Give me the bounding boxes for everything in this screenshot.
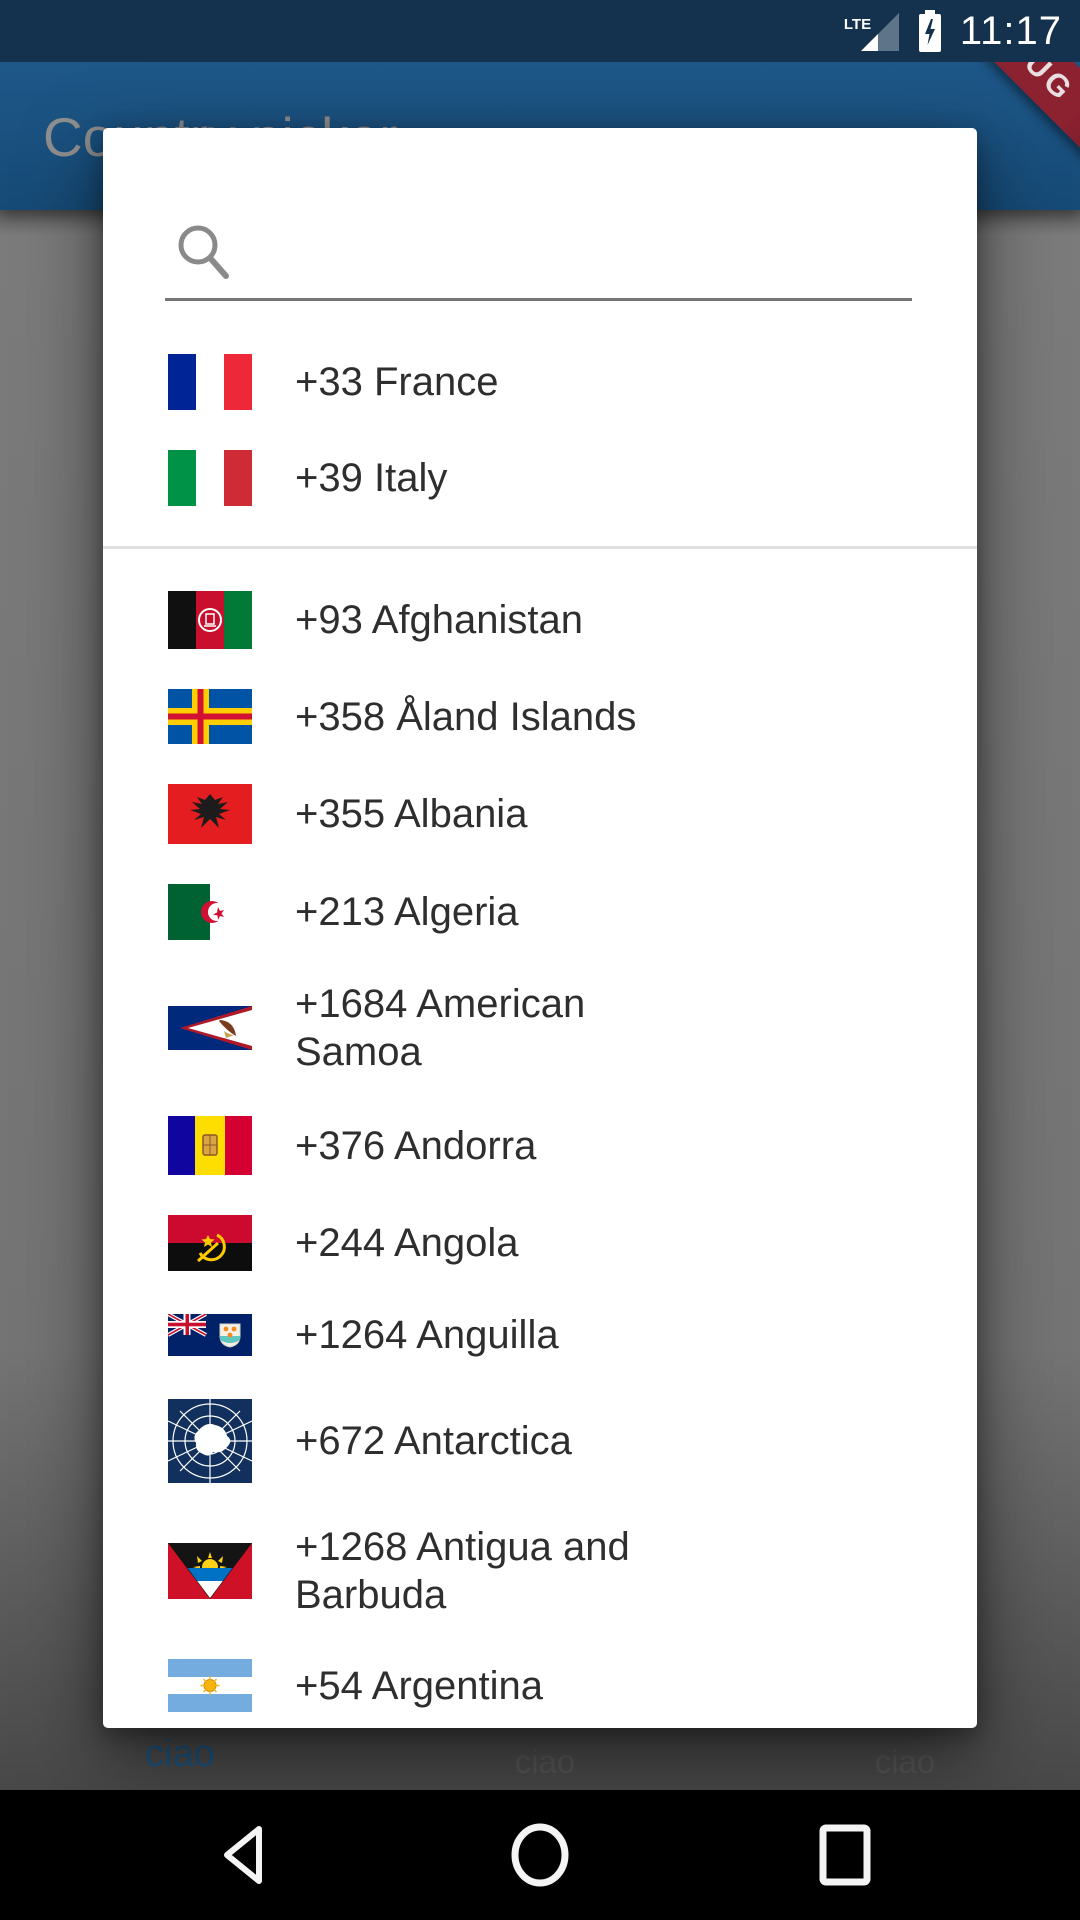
country-label: +672 Antarctica — [295, 1419, 572, 1463]
favorites-section: +33 France +39 Italy — [168, 354, 977, 506]
favorites-divider — [103, 546, 977, 549]
countries-section: +93 Afghanistan +358 Åland Islands +355 Al… — [168, 591, 977, 1712]
flag-dz-icon — [168, 884, 252, 940]
status-bar: LTE 11:17 — [0, 0, 1080, 62]
flag-ar-icon — [168, 1659, 252, 1712]
android-nav-bar — [0, 1790, 1080, 1920]
flag-al-icon — [168, 784, 252, 844]
country-label: +93 Afghanistan — [295, 598, 584, 642]
network-type-label: LTE — [843, 16, 872, 33]
battery-charging-icon — [918, 10, 941, 52]
signal-icon: LTE — [844, 10, 900, 52]
country-label: +39 Italy — [295, 456, 448, 500]
country-row[interactable]: +39 Italy — [168, 450, 977, 506]
tab-1[interactable]: ciao — [514, 1743, 576, 1780]
country-label: +358 Åland Islands — [295, 694, 637, 739]
country-label: +376 Andorra — [295, 1123, 537, 1168]
country-row[interactable]: +244 Angola — [168, 1215, 977, 1271]
country-row[interactable]: +355 Albania — [168, 784, 977, 844]
country-row[interactable]: +358 Åland Islands — [168, 689, 977, 744]
flag-ao-icon — [168, 1215, 252, 1271]
country-row[interactable]: +1268 Antigua and Barbuda — [168, 1523, 977, 1619]
flag-ag-icon — [168, 1543, 252, 1599]
country-label: +33 France — [295, 360, 499, 404]
flag-ax-icon — [168, 689, 252, 744]
flag-fr-icon — [168, 354, 252, 410]
country-label: +244 Angola — [295, 1221, 519, 1265]
country-label: +213 Algeria — [295, 890, 519, 934]
country-row[interactable]: +33 France — [168, 354, 977, 410]
flag-aq-icon — [168, 1399, 252, 1483]
tab-2[interactable]: ciao — [874, 1743, 936, 1780]
search-underline — [165, 298, 912, 301]
country-label: +1264 Anguilla — [295, 1313, 559, 1357]
country-row[interactable]: +213 Algeria — [168, 884, 977, 940]
country-row[interactable]: +376 Andorra — [168, 1116, 977, 1175]
recents-icon[interactable] — [816, 1823, 874, 1887]
country-row[interactable]: +1264 Anguilla — [168, 1311, 977, 1359]
status-icons: LTE 11:17 — [844, 0, 1062, 62]
tab-0[interactable]: ciao — [145, 1733, 215, 1775]
country-row[interactable]: +1684 American Samoa — [168, 980, 977, 1076]
country-list[interactable]: +33 France +39 Italy +93 Afghanistan +358 … — [103, 301, 977, 1728]
flag-ad-icon — [168, 1116, 252, 1175]
flag-af-icon — [168, 591, 252, 649]
country-picker-dialog: +33 France +39 Italy +93 Afghanistan +358 … — [103, 128, 977, 1728]
country-row[interactable]: +54 Argentina — [168, 1659, 977, 1712]
country-label: +355 Albania — [295, 792, 528, 836]
search-input[interactable] — [243, 212, 887, 292]
flag-ai-icon — [168, 1314, 252, 1356]
country-label: +1684 American Samoa — [295, 982, 586, 1074]
flag-as-icon — [168, 1006, 252, 1050]
country-label: +54 Argentina — [295, 1663, 543, 1708]
search-field — [103, 128, 977, 301]
search-icon — [178, 225, 229, 279]
clock: 11:17 — [959, 8, 1062, 53]
signal-triangle-icon — [860, 13, 899, 51]
back-icon[interactable] — [217, 1822, 273, 1888]
home-icon[interactable] — [508, 1822, 572, 1888]
country-row[interactable]: +93 Afghanistan — [168, 591, 977, 649]
flag-it-icon — [168, 450, 252, 506]
country-label: +1268 Antigua and Barbuda — [295, 1525, 630, 1617]
country-row[interactable]: +672 Antarctica — [168, 1399, 977, 1483]
